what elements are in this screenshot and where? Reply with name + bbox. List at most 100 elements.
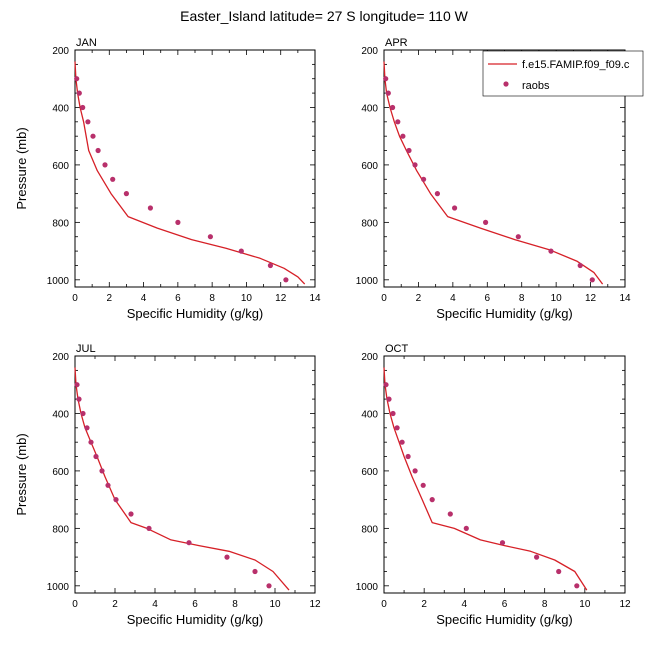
x-axis-label: Specific Humidity (g/kg) bbox=[436, 306, 573, 321]
y-tick-label: 400 bbox=[361, 103, 378, 114]
obs-point bbox=[85, 119, 91, 125]
y-tick-label: 800 bbox=[361, 524, 378, 535]
obs-point bbox=[175, 219, 181, 225]
plot-frame bbox=[74, 355, 316, 594]
obs-point bbox=[390, 410, 396, 417]
y-tick-label: 800 bbox=[361, 218, 378, 229]
x-tick-label: 10 bbox=[241, 293, 253, 304]
obs-point bbox=[574, 583, 580, 589]
obs-point bbox=[110, 176, 116, 182]
plot-frame bbox=[383, 355, 626, 594]
y-tick-label: 1000 bbox=[47, 582, 70, 593]
x-tick-label: 8 bbox=[232, 599, 238, 610]
obs-point bbox=[207, 234, 213, 240]
obs-point bbox=[88, 439, 94, 445]
x-tick-label: 0 bbox=[381, 599, 387, 610]
obs-point bbox=[499, 540, 506, 546]
obs-point bbox=[113, 497, 119, 503]
panel-apr: 0 2 4 6 8 10 12 14 200 400 600 800 1000 Specific Humi… bbox=[356, 37, 631, 321]
y-tick-label: 800 bbox=[52, 218, 69, 229]
obs-point bbox=[434, 191, 440, 197]
obs-point bbox=[90, 133, 96, 139]
plot-frame bbox=[74, 49, 316, 288]
x-axis-label: Specific Humidity (g/kg) bbox=[127, 612, 264, 627]
model-line bbox=[383, 61, 604, 285]
y-tick-label: 600 bbox=[52, 161, 69, 172]
panel-oct: 0 2 4 6 8 10 12 200 400 600 800 1000 Specific Humidi… bbox=[356, 343, 631, 627]
obs-point bbox=[99, 468, 105, 474]
x-tick-label: 2 bbox=[107, 293, 113, 304]
y-tick-label: 600 bbox=[361, 467, 378, 478]
obs-point bbox=[80, 104, 86, 111]
obs-point bbox=[412, 162, 418, 168]
obs-point bbox=[147, 205, 153, 211]
obs-point bbox=[515, 234, 521, 240]
obs-point bbox=[452, 205, 458, 211]
x-tick-label: 2 bbox=[112, 599, 118, 610]
figure-title: Easter_Island latitude= 27 S longitude= … bbox=[180, 8, 468, 24]
x-tick-label: 10 bbox=[269, 599, 281, 610]
x-tick-label: 14 bbox=[619, 293, 631, 304]
obs-point bbox=[146, 525, 152, 532]
obs-point bbox=[399, 439, 405, 445]
obs-point bbox=[238, 248, 244, 254]
x-tick-label: 6 bbox=[502, 599, 508, 610]
x-tick-label: 8 bbox=[519, 293, 525, 304]
obs-point bbox=[385, 90, 391, 96]
x-tick-label: 12 bbox=[309, 599, 321, 610]
y-tick-label: 1000 bbox=[356, 582, 379, 593]
model-line bbox=[74, 367, 290, 591]
x-tick-label: 10 bbox=[551, 293, 563, 304]
y-tick-label: 200 bbox=[52, 46, 69, 57]
obs-point bbox=[224, 554, 230, 560]
x-tick-label: 0 bbox=[72, 599, 78, 610]
obs-point bbox=[266, 583, 272, 589]
obs-point bbox=[80, 410, 86, 417]
x-axis-label: Specific Humidity (g/kg) bbox=[127, 306, 264, 321]
x-tick-label: 10 bbox=[579, 599, 591, 610]
x-tick-label: 14 bbox=[309, 293, 321, 304]
obs-point bbox=[589, 277, 595, 283]
obs-point bbox=[74, 382, 80, 388]
x-tick-label: 0 bbox=[381, 293, 387, 304]
x-tick-label: 2 bbox=[421, 599, 427, 610]
x-tick-label: 0 bbox=[72, 293, 78, 304]
obs-point bbox=[420, 482, 426, 488]
obs-point bbox=[95, 147, 101, 154]
obs-point bbox=[447, 511, 453, 517]
obs-point bbox=[548, 248, 554, 254]
legend-marker-obs bbox=[503, 81, 509, 87]
y-tick-label: 1000 bbox=[47, 276, 70, 287]
obs-point bbox=[556, 568, 562, 575]
x-tick-label: 6 bbox=[192, 599, 198, 610]
y-tick-label: 200 bbox=[52, 352, 69, 363]
obs-point bbox=[386, 396, 392, 402]
model-line bbox=[74, 61, 306, 285]
obs-point bbox=[76, 90, 82, 96]
obs-point bbox=[186, 540, 192, 546]
obs-point bbox=[429, 497, 435, 503]
obs-point bbox=[421, 176, 427, 182]
y-tick-label: 200 bbox=[361, 352, 378, 363]
obs-point bbox=[394, 425, 400, 431]
panel-jul: 0 2 4 6 8 10 12 200 400 600 800 1000 Specific Humidi… bbox=[14, 343, 321, 627]
y-tick-label: 800 bbox=[52, 524, 69, 535]
panel-title: APR bbox=[385, 37, 408, 49]
obs-point bbox=[383, 382, 389, 388]
x-tick-label: 4 bbox=[141, 293, 147, 304]
obs-point bbox=[105, 482, 111, 488]
obs-point bbox=[128, 511, 134, 517]
panel-jan: 0 2 4 6 8 10 12 14 200 400 600 800 1000 Specific Humi… bbox=[14, 37, 321, 321]
obs-point bbox=[577, 262, 583, 269]
obs-point bbox=[383, 76, 389, 82]
x-tick-label: 12 bbox=[585, 293, 597, 304]
obs-point bbox=[74, 76, 80, 82]
y-tick-label: 600 bbox=[52, 467, 69, 478]
panel-title: JAN bbox=[76, 37, 97, 49]
panel-title: OCT bbox=[385, 343, 409, 355]
x-tick-label: 4 bbox=[152, 599, 158, 610]
x-tick-label: 4 bbox=[462, 599, 468, 610]
x-tick-label: 4 bbox=[450, 293, 456, 304]
x-tick-label: 8 bbox=[542, 599, 548, 610]
